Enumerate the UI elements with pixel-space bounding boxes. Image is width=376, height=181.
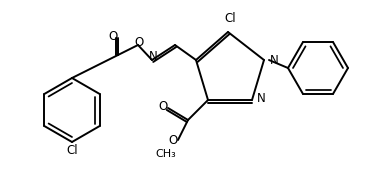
Text: O: O	[168, 134, 177, 148]
Text: Cl: Cl	[224, 12, 236, 24]
Text: N: N	[149, 49, 158, 62]
Text: Cl: Cl	[66, 144, 78, 157]
Text: O: O	[158, 100, 168, 113]
Text: O: O	[134, 37, 144, 49]
Text: N: N	[270, 54, 279, 66]
Text: O: O	[108, 30, 118, 43]
Text: CH₃: CH₃	[156, 149, 176, 159]
Text: N: N	[257, 92, 266, 104]
